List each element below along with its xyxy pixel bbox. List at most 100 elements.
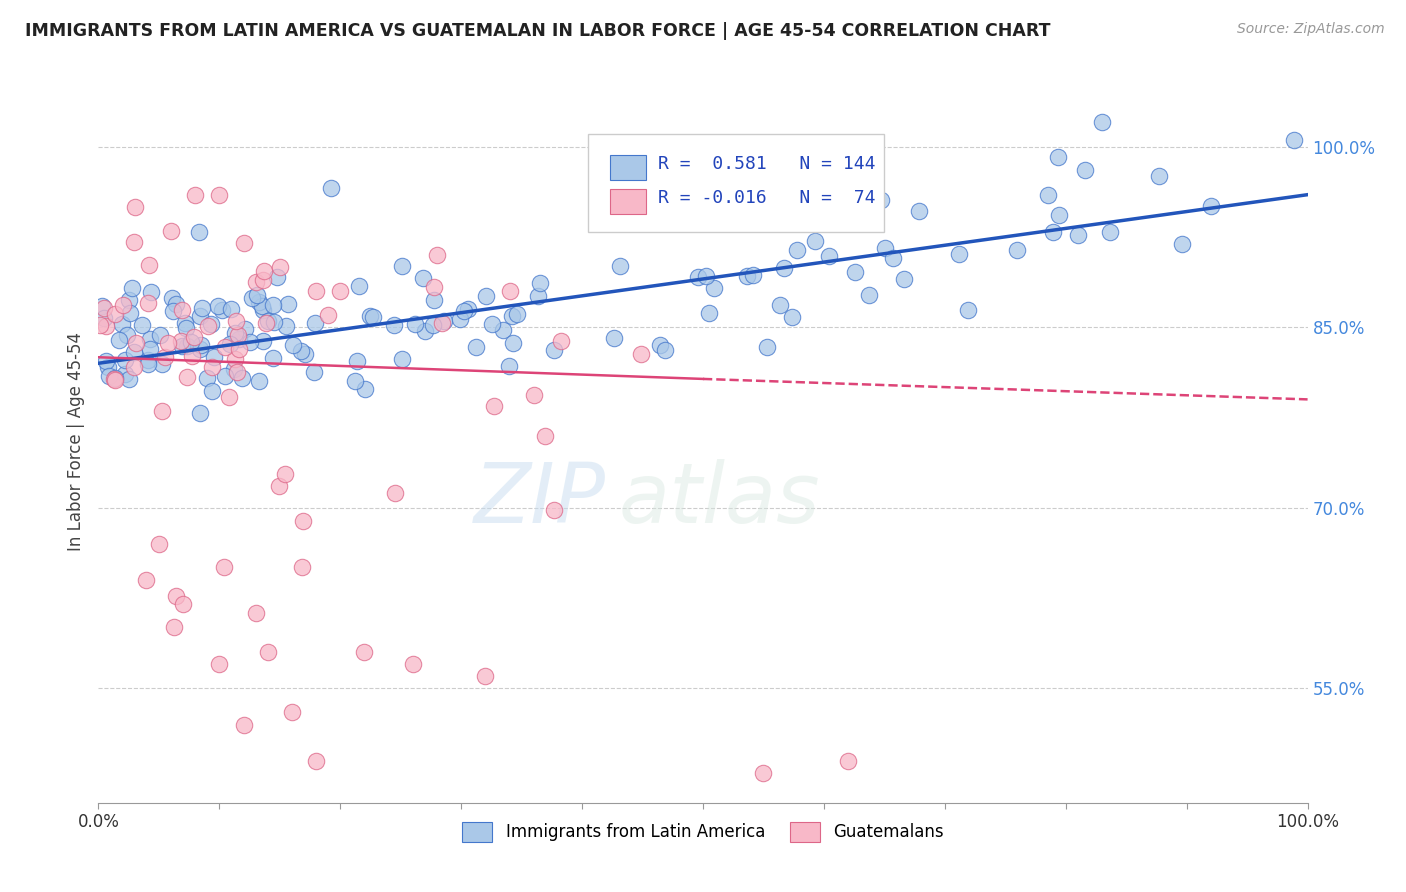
Point: [329, 284, 352, 298]
Point: [89, 318, 111, 332]
Point: [361, 310, 384, 324]
Point: [170, 334, 193, 348]
Point: [183, 330, 205, 344]
Point: [686, 270, 709, 285]
Point: [124, 345, 146, 359]
Point: [837, 754, 859, 768]
Point: [316, 308, 339, 322]
Point: [291, 514, 314, 528]
Point: [1099, 225, 1122, 239]
Point: [534, 429, 557, 443]
Point: [277, 297, 299, 311]
Point: [858, 288, 880, 302]
Point: [1147, 169, 1170, 183]
Point: [90, 299, 112, 313]
Point: [404, 317, 426, 331]
Point: [384, 486, 406, 500]
Point: [162, 303, 184, 318]
Point: [224, 362, 246, 376]
Point: [104, 373, 127, 387]
Point: [103, 308, 125, 322]
Point: [281, 706, 304, 720]
Point: [349, 279, 371, 293]
Point: [111, 298, 134, 312]
Point: [141, 285, 163, 299]
Point: [202, 350, 225, 364]
Point: [239, 334, 262, 349]
Point: [266, 270, 288, 285]
Point: [121, 281, 143, 295]
Point: [654, 343, 676, 357]
Point: [228, 332, 250, 346]
Point: [174, 316, 197, 330]
Point: [197, 319, 219, 334]
Point: [214, 340, 236, 354]
Point: [214, 369, 236, 384]
Point: [305, 754, 328, 768]
Point: [465, 340, 488, 354]
Point: [228, 342, 250, 356]
Point: [697, 306, 720, 320]
Point: [188, 343, 211, 357]
Point: [118, 293, 141, 307]
Point: [382, 318, 405, 332]
Point: [818, 249, 841, 263]
Point: [695, 269, 717, 284]
Point: [772, 261, 794, 276]
Point: [752, 765, 775, 780]
Text: ZIP: ZIP: [474, 458, 606, 540]
Point: [118, 371, 141, 385]
Point: [180, 335, 202, 350]
Point: [176, 370, 198, 384]
Point: [648, 338, 671, 352]
Point: [97, 360, 120, 375]
Point: [305, 284, 328, 298]
Point: [873, 241, 896, 255]
Point: [224, 326, 246, 340]
Point: [481, 317, 503, 331]
Legend: Immigrants from Latin America, Guatemalans: Immigrants from Latin America, Guatemala…: [456, 815, 950, 848]
Point: [735, 269, 758, 284]
Point: [124, 200, 146, 214]
Point: [422, 318, 444, 332]
Point: [208, 657, 231, 672]
Point: [475, 289, 498, 303]
Point: [741, 268, 763, 282]
Point: [1005, 244, 1028, 258]
Point: [457, 302, 479, 317]
Point: [786, 244, 808, 258]
Point: [103, 372, 125, 386]
Point: [423, 279, 446, 293]
Point: [756, 340, 779, 354]
Text: atlas: atlas: [619, 458, 820, 540]
Text: IMMIGRANTS FROM LATIN AMERICA VS GUATEMALAN IN LABOR FORCE | AGE 45-54 CORRELATI: IMMIGRANTS FROM LATIN AMERICA VS GUATEMA…: [25, 22, 1050, 40]
Point: [1067, 228, 1090, 243]
Point: [93, 311, 115, 326]
Point: [181, 349, 204, 363]
Point: [160, 224, 183, 238]
Point: [449, 312, 471, 326]
Text: R =  0.581   N = 144: R = 0.581 N = 144: [658, 154, 876, 173]
Point: [184, 187, 207, 202]
Point: [172, 597, 194, 611]
Text: Source: ZipAtlas.com: Source: ZipAtlas.com: [1237, 22, 1385, 37]
Point: [482, 400, 505, 414]
Point: [821, 165, 844, 179]
Point: [870, 193, 893, 207]
Point: [343, 374, 366, 388]
FancyBboxPatch shape: [588, 135, 884, 232]
Point: [139, 331, 162, 345]
Point: [247, 374, 270, 388]
Point: [1074, 162, 1097, 177]
Point: [256, 314, 278, 328]
Point: [245, 275, 267, 289]
Point: [1171, 236, 1194, 251]
Point: [208, 187, 231, 202]
Point: [165, 589, 187, 603]
Point: [188, 406, 211, 420]
Point: [501, 309, 523, 323]
Point: [844, 265, 866, 279]
Point: [412, 271, 434, 285]
Point: [609, 259, 631, 273]
Point: [269, 479, 291, 493]
